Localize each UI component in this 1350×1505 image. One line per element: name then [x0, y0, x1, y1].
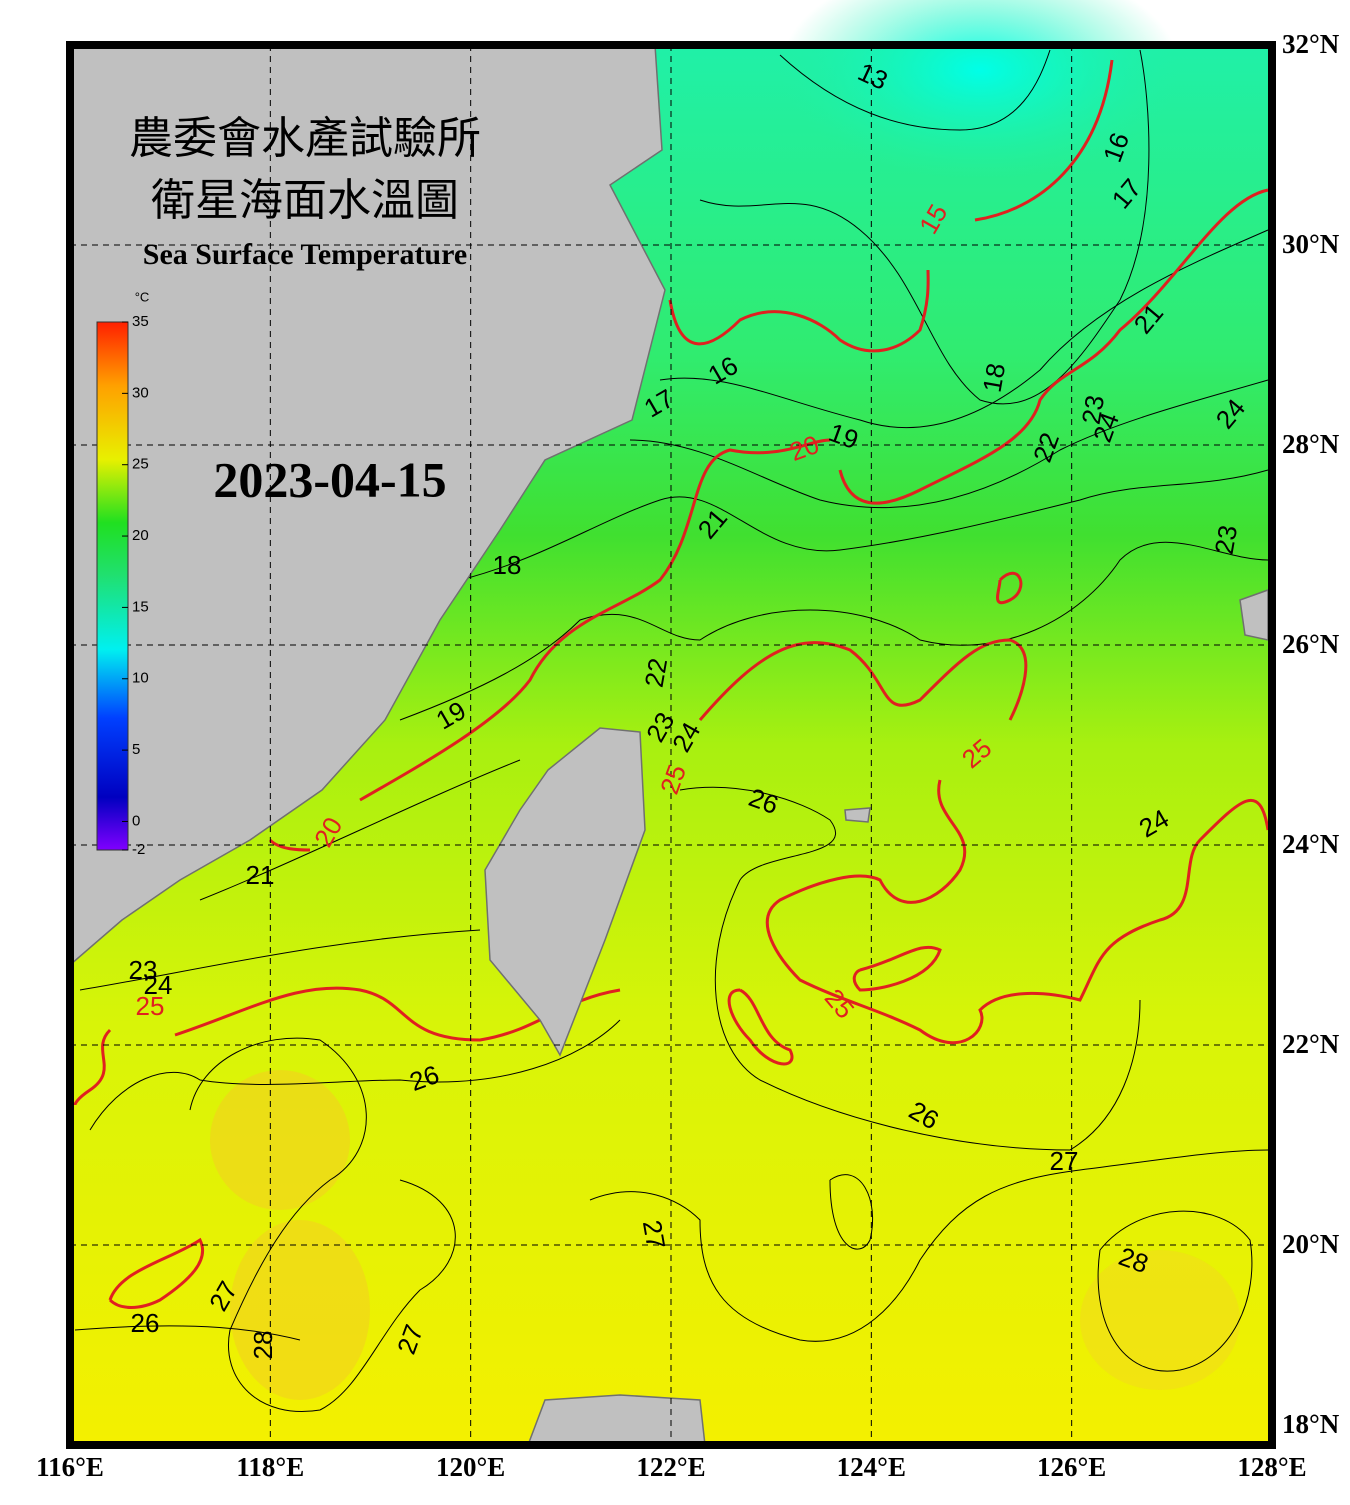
x-tick-label: 120°E	[436, 1452, 505, 1482]
contour-line	[459, 469, 1269, 581]
contour-line	[659, 229, 1269, 429]
x-tick-label: 116°E	[36, 1452, 104, 1482]
warm-water	[210, 1070, 350, 1210]
y-tick-label: 22°N	[1282, 1029, 1340, 1059]
contour-line	[589, 1149, 1269, 1342]
isotherm	[73, 1028, 112, 1106]
y-tick-label: 30°N	[1282, 229, 1340, 259]
contour-label: 22	[639, 656, 674, 690]
contour-label: 18	[493, 550, 522, 580]
contour-label: 23	[1076, 393, 1111, 427]
colorbar-tick-label: 0	[132, 812, 140, 829]
x-tick-label: 124°E	[837, 1452, 906, 1482]
contour-line	[1097, 1210, 1253, 1372]
contour-line	[699, 49, 1150, 405]
y-tick-label: 24°N	[1282, 829, 1340, 859]
colorbar-tick-label: 30	[132, 384, 149, 401]
contour-label: 27	[1050, 1146, 1079, 1176]
contour-label: 28	[248, 1331, 278, 1360]
colorbar-tick-label: 5	[132, 741, 140, 758]
x-tick-label: 126°E	[1037, 1452, 1106, 1482]
contour-line	[189, 1037, 456, 1412]
mainland-china	[69, 44, 666, 967]
y-tick-label: 28°N	[1282, 429, 1340, 459]
isotherm	[698, 638, 1028, 721]
colorbar-tick-label: 25	[132, 456, 149, 473]
y-tick-label: 18°N	[1282, 1409, 1340, 1439]
contour-line	[199, 759, 521, 901]
colorbar-unit: °C	[135, 289, 150, 304]
isotherm	[108, 1237, 205, 1309]
contour-line	[829, 1174, 874, 1250]
title-en: Sea Surface Temperature	[143, 238, 467, 271]
taiwan	[484, 727, 646, 1057]
contour-label: 23	[1209, 523, 1244, 557]
colorbar-tick-label: 35	[132, 313, 149, 330]
contour-label: 18	[977, 361, 1012, 395]
y-tick-label: 32°N	[1282, 29, 1340, 59]
contour-label: 27	[637, 1218, 672, 1252]
isotherm	[996, 571, 1023, 604]
isotherm	[838, 188, 1269, 505]
isotherm	[268, 838, 311, 852]
y-tick-label: 20°N	[1282, 1229, 1340, 1259]
isotherm	[668, 269, 930, 353]
colorbar-tick-label: 15	[132, 598, 149, 615]
contour-label: 23	[129, 955, 158, 985]
contour-line	[629, 379, 1269, 509]
colorbar-tick-label: -2	[132, 841, 145, 858]
contour-line	[74, 1325, 301, 1341]
isotherm	[852, 945, 942, 992]
x-tick-label: 128°E	[1237, 1452, 1306, 1482]
map-frame	[66, 41, 1276, 1449]
isotherm	[765, 779, 1270, 1045]
colorbar-tick-label: 10	[132, 670, 149, 687]
isotherm	[974, 59, 1114, 222]
colorbar	[96, 321, 129, 851]
luzon	[526, 1394, 706, 1446]
island	[844, 807, 871, 823]
contour-label: 25	[136, 991, 165, 1021]
title-zh: 農委會水產試驗所	[129, 114, 481, 163]
isotherm	[359, 438, 831, 802]
land	[69, 44, 1269, 1446]
contour-label: 24	[144, 970, 173, 1000]
contour-line	[779, 49, 1051, 131]
x-tick-label: 118°E	[236, 1452, 304, 1482]
warm-water	[1080, 1250, 1240, 1390]
contour-line	[79, 929, 481, 991]
warm-water	[230, 1220, 370, 1400]
contour-line	[89, 1019, 621, 1131]
contour-label: 21	[246, 860, 275, 890]
contours	[74, 49, 1269, 1412]
isotherm	[727, 988, 794, 1066]
y-tick-label: 26°N	[1282, 629, 1340, 659]
contour-line	[399, 541, 1269, 721]
x-tick-label: 122°E	[636, 1452, 705, 1482]
subtitle-zh: 衛星海面水溫圖	[151, 176, 459, 225]
date: 2023-04-15	[213, 451, 446, 507]
colorbar-tick-label: 20	[132, 527, 149, 544]
contour-line	[679, 786, 1141, 1151]
contour-label: 26	[131, 1308, 160, 1338]
